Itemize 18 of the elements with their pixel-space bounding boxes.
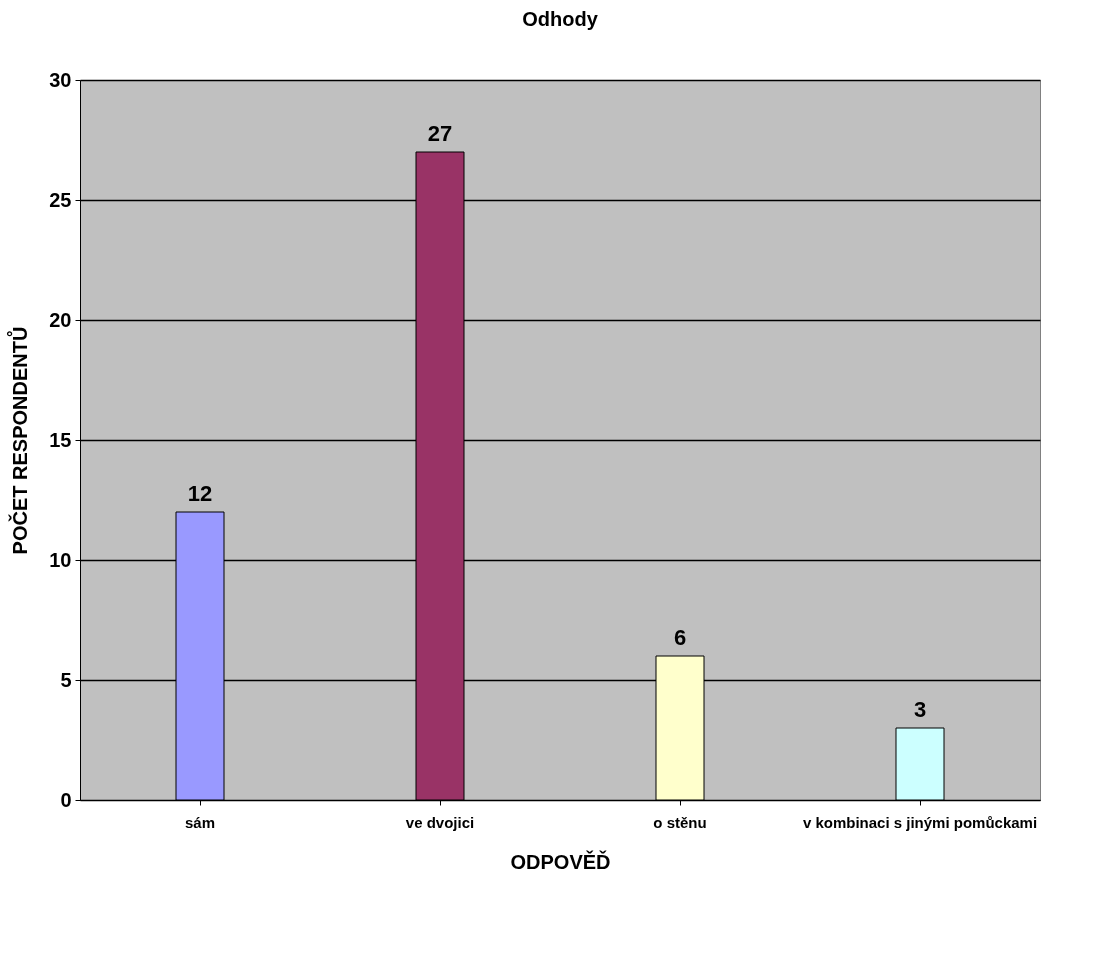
y-tick-label: 5 xyxy=(60,668,72,691)
data-label: 3 xyxy=(913,697,927,722)
y-tick-label: 25 xyxy=(49,188,72,211)
x-tick-label: sám xyxy=(184,813,216,831)
y-tick-label: 30 xyxy=(49,68,72,91)
x-tick-label: ve dvojici xyxy=(405,813,475,831)
x-tick-label: v kombinaci s jinými pomůckami xyxy=(802,813,1038,831)
chart-title: Odhody xyxy=(522,8,599,30)
data-label: 27 xyxy=(427,121,453,146)
data-label: 6 xyxy=(673,625,687,650)
y-tick-label: 10 xyxy=(49,548,72,571)
y-tick-label: 20 xyxy=(49,308,72,331)
x-axis-title: ODPOVĚĎ xyxy=(510,849,611,873)
x-tick-label: o stěnu xyxy=(653,813,707,831)
y-tick-label: 0 xyxy=(60,788,72,811)
y-axis-title: POČET RESPONDENTŮ xyxy=(6,326,32,555)
data-label: 12 xyxy=(187,481,213,506)
y-tick-label: 15 xyxy=(49,428,72,451)
